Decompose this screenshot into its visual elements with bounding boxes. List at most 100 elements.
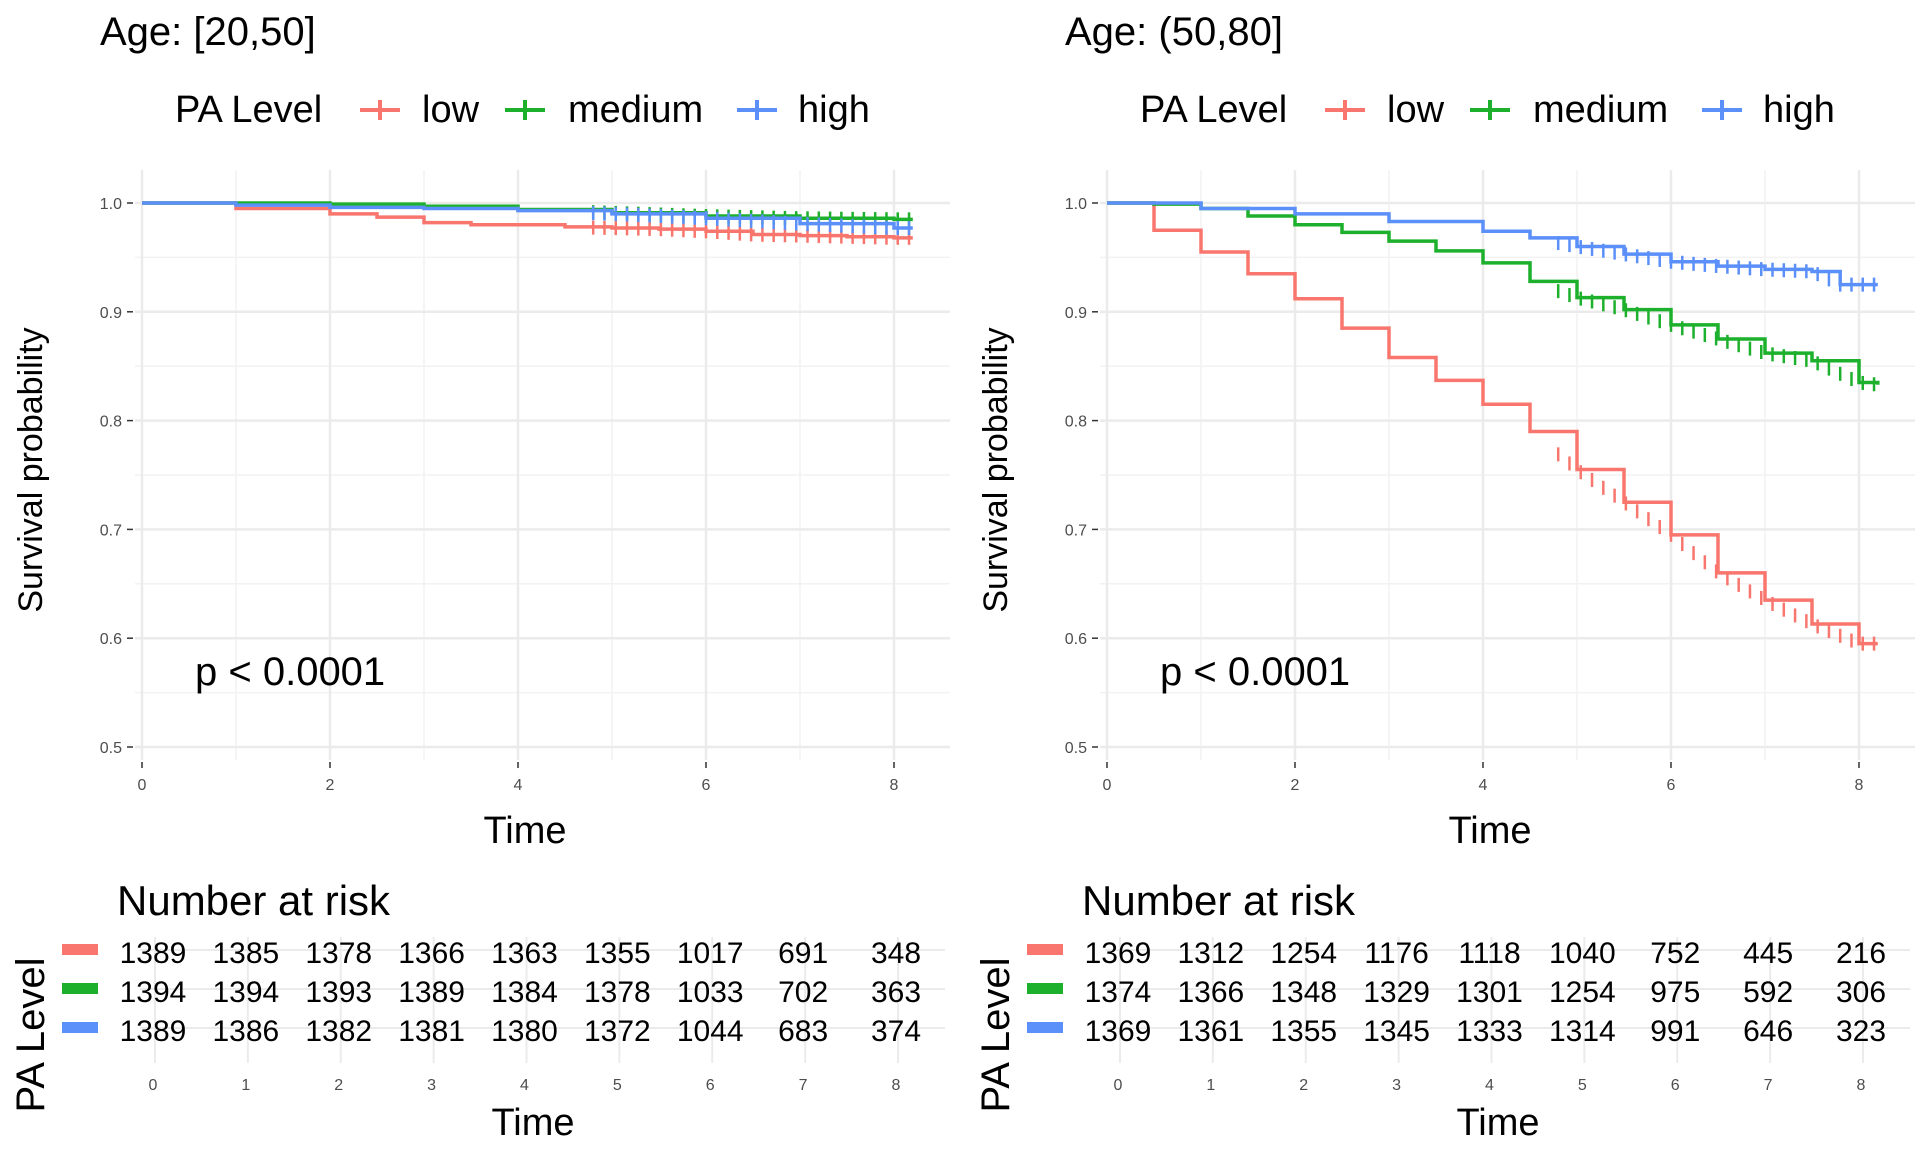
risk-count-high: 1333 bbox=[1456, 1015, 1523, 1048]
risk-count-low: 752 bbox=[1650, 937, 1700, 970]
risk-count-low: 1369 bbox=[1085, 937, 1152, 970]
legend-key-medium bbox=[1470, 100, 1510, 120]
panel-title: Age: [20,50] bbox=[100, 10, 316, 54]
x-axis-label: Time bbox=[1448, 810, 1531, 852]
risk-count-medium: 1374 bbox=[1085, 976, 1152, 1009]
x-tick-label: 8 bbox=[1855, 777, 1864, 794]
legend-label-high: high bbox=[1763, 89, 1835, 131]
x-tick-label: 8 bbox=[890, 777, 899, 794]
survival-curve-medium bbox=[1107, 201, 1880, 385]
risk-count-medium: 1378 bbox=[584, 976, 651, 1009]
risk-count-medium: 306 bbox=[1836, 976, 1886, 1009]
y-tick-label: 1.0 bbox=[1065, 196, 1087, 213]
risk-count-low: 1363 bbox=[491, 937, 558, 970]
risk-table-left: Number at risk PA Level 1389 1385 1378 1366… bbox=[9, 877, 945, 1144]
risk-time-label: 6 bbox=[706, 1077, 715, 1094]
risk-row-swatch-high bbox=[62, 1022, 98, 1033]
risk-time-label: 7 bbox=[799, 1077, 808, 1094]
risk-time-label: 1 bbox=[241, 1077, 250, 1094]
x-tick-label: 2 bbox=[326, 777, 335, 794]
censor-marks-high bbox=[1556, 236, 1876, 292]
risk-time-label: 1 bbox=[1206, 1077, 1215, 1094]
legend: PA Level low medium high bbox=[1140, 89, 1835, 131]
risk-count-low: 1118 bbox=[1458, 937, 1520, 970]
risk-count-high: 1380 bbox=[491, 1015, 558, 1048]
risk-count-medium: 702 bbox=[778, 976, 828, 1009]
risk-table-y-label: PA Level bbox=[974, 958, 1018, 1113]
risk-time-label: 5 bbox=[613, 1077, 622, 1094]
risk-time-label: 3 bbox=[1392, 1077, 1401, 1094]
y-tick-label: 0.5 bbox=[1065, 740, 1087, 757]
risk-table-right: Number at risk PA Level 1369 1312 1254 1176… bbox=[974, 877, 1910, 1144]
legend-key-medium bbox=[505, 100, 545, 120]
risk-count-high: 1369 bbox=[1085, 1015, 1152, 1048]
risk-time-label: 5 bbox=[1578, 1077, 1587, 1094]
risk-row-swatch-medium bbox=[1027, 983, 1063, 994]
risk-row-swatch-medium bbox=[62, 983, 98, 994]
legend-label-low: low bbox=[422, 89, 480, 131]
risk-time-label: 0 bbox=[149, 1077, 158, 1094]
risk-count-medium: 1301 bbox=[1456, 976, 1523, 1009]
risk-count-low: 348 bbox=[871, 937, 921, 970]
risk-count-medium: 1033 bbox=[677, 976, 744, 1009]
y-tick-label: 0.7 bbox=[1065, 522, 1087, 539]
risk-count-high: 1381 bbox=[398, 1015, 465, 1048]
legend-title: PA Level bbox=[1140, 89, 1287, 131]
risk-time-label: 8 bbox=[1857, 1077, 1866, 1094]
y-tick-label: 0.5 bbox=[100, 740, 122, 757]
risk-count-medium: 1254 bbox=[1549, 976, 1616, 1009]
censor-marks-medium bbox=[1556, 284, 1876, 392]
risk-count-low: 216 bbox=[1836, 937, 1886, 970]
risk-count-low: 691 bbox=[778, 937, 828, 970]
risk-count-high: 1361 bbox=[1178, 1015, 1245, 1048]
risk-count-high: 1389 bbox=[120, 1015, 187, 1048]
x-tick-label: 0 bbox=[138, 777, 147, 794]
survival-curve-low bbox=[142, 201, 913, 240]
y-tick-label: 0.6 bbox=[1065, 631, 1087, 648]
risk-count-high: 683 bbox=[778, 1015, 828, 1048]
risk-count-high: 374 bbox=[871, 1015, 921, 1048]
risk-count-low: 1389 bbox=[120, 937, 187, 970]
risk-count-high: 1355 bbox=[1270, 1015, 1337, 1048]
risk-count-medium: 1389 bbox=[398, 976, 465, 1009]
legend-label-medium: medium bbox=[1533, 89, 1668, 131]
survival-curve-low bbox=[1107, 201, 1878, 646]
risk-count-low: 1366 bbox=[398, 937, 465, 970]
legend-label-low: low bbox=[1387, 89, 1445, 131]
risk-count-low: 1312 bbox=[1178, 937, 1245, 970]
x-tick-label: 2 bbox=[1291, 777, 1300, 794]
x-tick-label: 6 bbox=[1667, 777, 1676, 794]
x-tick-label: 4 bbox=[1479, 777, 1488, 794]
y-tick-label: 0.9 bbox=[100, 305, 122, 322]
risk-count-high: 991 bbox=[1650, 1015, 1700, 1048]
risk-time-label: 6 bbox=[1671, 1077, 1680, 1094]
legend-label-medium: medium bbox=[568, 89, 703, 131]
y-tick-label: 0.8 bbox=[1065, 414, 1087, 431]
legend: PA Level low medium high bbox=[175, 89, 870, 131]
risk-table-x-label: Time bbox=[491, 1102, 574, 1144]
risk-row-swatch-high bbox=[1027, 1022, 1063, 1033]
risk-table-title: Number at risk bbox=[1082, 877, 1356, 924]
x-axis-label: Time bbox=[483, 810, 566, 852]
legend-label-high: high bbox=[798, 89, 870, 131]
risk-count-low: 1378 bbox=[305, 937, 372, 970]
y-tick-label: 0.6 bbox=[100, 631, 122, 648]
risk-count-low: 1254 bbox=[1270, 937, 1337, 970]
x-tick-label: 4 bbox=[514, 777, 523, 794]
survival-plot-right: 0.5 0.6 0.7 0.8 0.9 1.0 0 2 4 6 8 bbox=[1065, 170, 1915, 794]
legend-key-low bbox=[1325, 100, 1365, 120]
risk-row-swatch-low bbox=[62, 944, 98, 955]
survival-curve-high bbox=[1107, 201, 1878, 287]
risk-count-high: 323 bbox=[1836, 1015, 1886, 1048]
legend-key-low bbox=[360, 100, 400, 120]
risk-table-title: Number at risk bbox=[117, 877, 391, 924]
risk-count-low: 1355 bbox=[584, 937, 651, 970]
y-tick-label: 0.8 bbox=[100, 414, 122, 431]
risk-time-label: 2 bbox=[334, 1077, 343, 1094]
risk-count-medium: 1394 bbox=[213, 976, 280, 1009]
risk-count-medium: 1384 bbox=[491, 976, 558, 1009]
panel-title: Age: (50,80] bbox=[1065, 10, 1283, 54]
x-tick-label: 6 bbox=[702, 777, 711, 794]
